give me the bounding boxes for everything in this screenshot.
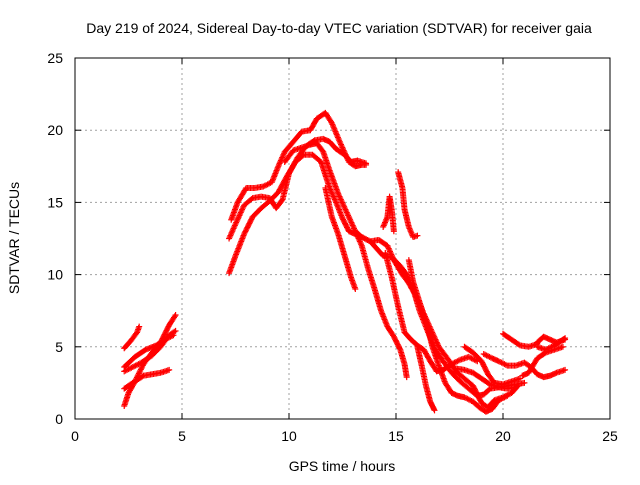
data-point-markers (348, 157, 370, 167)
data-point-markers (452, 365, 519, 392)
data-point-markers (121, 323, 143, 352)
data-series (322, 184, 359, 293)
data-series (121, 327, 179, 375)
data-series (534, 335, 569, 353)
data-point-markers (461, 343, 524, 388)
plot-frame (74, 57, 611, 420)
x-tick-label: 20 (495, 428, 511, 444)
x-axis-label: GPS time / hours (289, 458, 396, 474)
data-point-markers (519, 343, 566, 379)
y-tick-label: 25 (47, 50, 63, 66)
data-series (519, 343, 566, 379)
data-point-markers (380, 193, 397, 235)
x-tick-label: 15 (388, 428, 404, 444)
data-series (405, 257, 511, 415)
data-series (121, 312, 179, 410)
data-series (348, 157, 370, 167)
data-point-markers (121, 312, 179, 410)
data-layer (121, 109, 569, 415)
y-tick-label: 15 (47, 194, 63, 210)
data-point-markers (322, 184, 359, 293)
y-axis-label: SDTVAR / TECUs (6, 182, 22, 294)
data-series (452, 365, 519, 392)
data-series (352, 228, 410, 381)
data-series (414, 343, 438, 414)
data-point-markers (121, 327, 179, 375)
x-tick-label: 10 (281, 428, 297, 444)
y-tick-label: 20 (47, 122, 63, 138)
data-series (380, 193, 397, 235)
data-point-markers (228, 109, 370, 223)
data-point-markers (405, 257, 511, 415)
data-series (228, 109, 370, 223)
x-tick-label: 0 (71, 428, 79, 444)
data-point-markers (500, 330, 541, 350)
y-tick-label: 0 (55, 411, 63, 427)
data-series (500, 330, 541, 350)
y-tick-label: 5 (55, 339, 63, 355)
grid-lines (75, 58, 610, 419)
data-point-markers (534, 335, 569, 353)
data-series (461, 343, 524, 388)
data-point-markers (352, 228, 410, 381)
x-tick-label: 25 (602, 428, 618, 444)
y-tick-label: 10 (47, 267, 63, 283)
data-series (395, 169, 421, 241)
data-point-markers (395, 169, 421, 241)
x-tick-label: 5 (178, 428, 186, 444)
chart-title: Day 219 of 2024, Sidereal Day-to-day VTE… (86, 20, 592, 36)
data-point-markers (414, 343, 438, 414)
data-series (121, 323, 143, 352)
